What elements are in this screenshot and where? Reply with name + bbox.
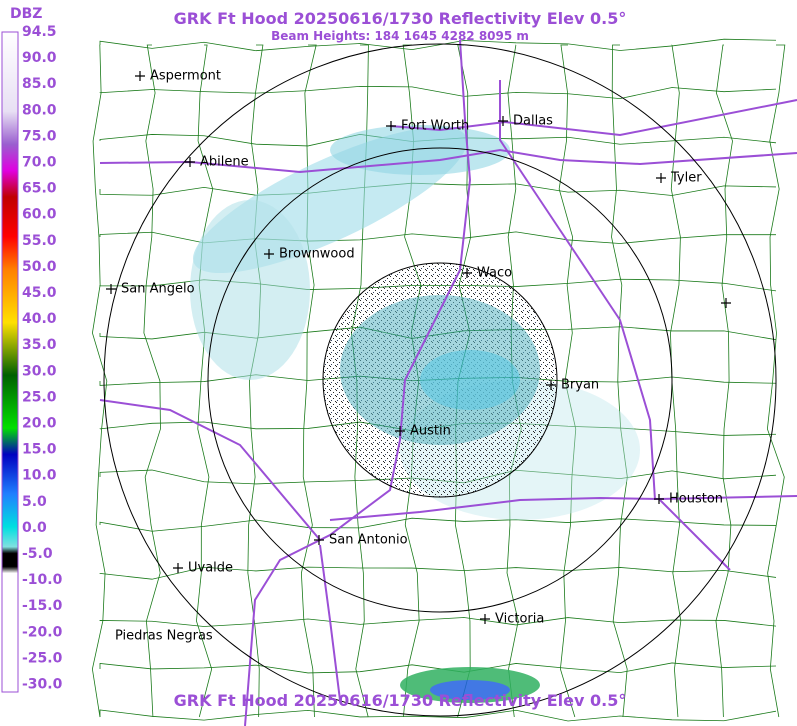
city-label: Piedras Negras [115,629,213,644]
legend-label: 5.0 [22,494,47,510]
county-line [558,44,577,718]
range-rings [103,43,777,717]
legend-label: 35.0 [22,337,57,353]
city-marker [185,157,195,167]
legend-label: 40.0 [22,311,57,327]
legend-label: 75.0 [22,128,57,144]
legend-label: -30.0 [22,677,63,693]
legend-label: 30.0 [22,363,57,379]
legend-label: 70.0 [22,155,57,171]
legend-label: -10.0 [22,572,63,588]
legend-label: 90.0 [22,50,57,66]
title: GRK Ft Hood 20250616/1730 Reflectivity E… [174,9,627,28]
city-marker [480,614,490,624]
legend-label: -5.0 [22,546,53,562]
echoes [190,125,640,703]
county-line [99,38,777,52]
legend-label: 0.0 [22,520,47,536]
city-marker [314,535,324,545]
city-marker [264,249,274,259]
city-label: Dallas [513,114,553,129]
city-marker [386,121,396,131]
city-marker [654,494,664,504]
legend-label: -15.0 [22,598,63,614]
legend-label: 20.0 [22,416,57,432]
county-line [196,44,214,718]
county-line [143,44,161,718]
city-label: San Antonio [329,533,408,548]
county-line [99,231,777,244]
county-line [91,44,108,718]
city-label: Austin [410,424,451,439]
city-label: Brownwood [279,247,355,262]
county-line [247,44,264,718]
county-line [99,709,777,722]
city-marker [462,268,472,278]
legend-label: 50.0 [22,259,57,275]
city-label: Waco [477,266,512,281]
legend: 94.5 90.0 85.0 80.0 75.0 70.0 65.0 60.0 55.0 50.0… [22,24,63,693]
legend-label: 55.0 [22,233,57,249]
legend-label: 45.0 [22,285,57,301]
county-line [99,85,777,100]
city-marker [106,284,116,294]
county-line [300,44,317,718]
county-line [715,44,733,718]
city-label: Fort Worth [401,119,469,134]
county-line [99,566,777,580]
legend-label: 65.0 [22,181,57,197]
city-label: Victoria [495,612,544,627]
cities: Aspermont Fort Worth Dallas Abilene Tyler Bro… [106,69,731,644]
city-marker [546,380,556,390]
legend-label: -25.0 [22,650,63,666]
legend-label: 60.0 [22,207,57,223]
county-line [611,44,628,718]
city-marker [498,116,508,126]
subtitle: Beam Heights: 184 1645 4282 8095 m [271,29,529,43]
city-marker [173,563,183,573]
legend-label: 94.5 [22,24,57,40]
city-marker [135,71,145,81]
county-line [766,44,786,718]
city-label: Abilene [200,155,249,170]
city-marker [395,426,405,436]
city-marker [656,173,666,183]
city-label: Houston [669,492,723,507]
legend-label: 10.0 [22,468,57,484]
legend-label: 80.0 [22,102,57,118]
city-label: Aspermont [150,69,221,84]
city-marker [721,298,731,308]
legend-label: 85.0 [22,76,57,92]
county-line [99,662,777,674]
county-line [99,517,777,532]
color-bar [1,31,19,693]
legend-label: -20.0 [22,624,63,640]
legend-unit: DBZ [10,6,42,22]
city-label: Tyler [670,171,702,186]
legend-label: 25.0 [22,389,57,405]
city-label: San Angelo [121,282,195,297]
highways [99,39,797,726]
city-label: Bryan [561,378,599,393]
county-line [99,617,777,627]
legend-label: 15.0 [22,442,57,458]
city-label: Uvalde [188,561,233,576]
footer-title: GRK Ft Hood 20250616/1730 Reflectivity E… [174,691,627,710]
